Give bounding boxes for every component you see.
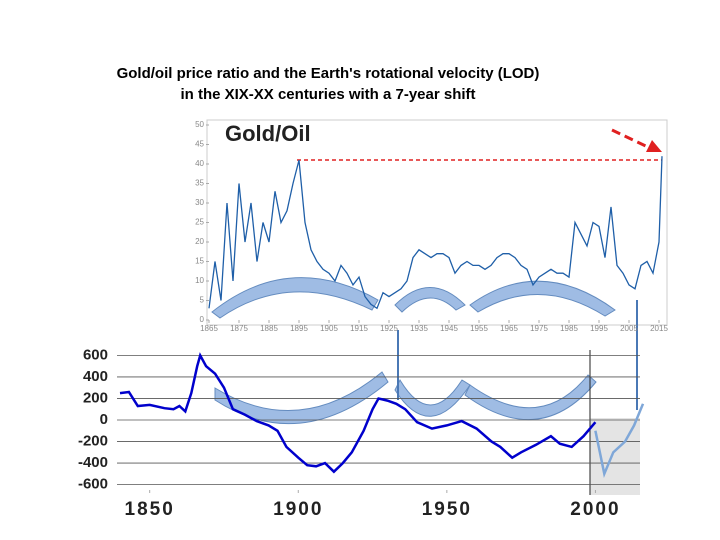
y-tick-label: 600 xyxy=(83,346,108,363)
x-tick-label: 1875 xyxy=(230,324,248,333)
y-tick-label: 200 xyxy=(83,389,108,406)
data-line xyxy=(594,403,645,479)
y-tick-label: 15 xyxy=(195,257,204,266)
x-tick-label: 1905 xyxy=(320,324,338,333)
x-tick-label: 1885 xyxy=(260,324,278,333)
x-tick-label: 1950 xyxy=(422,499,472,520)
arc-arrow xyxy=(469,280,616,317)
y-tick-label: 40 xyxy=(195,159,204,168)
x-tick-label: 2015 xyxy=(650,324,668,333)
x-tick-label: 1865 xyxy=(200,324,218,333)
arc-arrow xyxy=(211,277,379,319)
y-tick-label: 25 xyxy=(195,218,204,227)
x-tick-label: 1935 xyxy=(410,324,428,333)
inner-title: Gold/Oil xyxy=(225,121,311,146)
y-tick-label: 50 xyxy=(195,120,204,129)
x-tick-label: 1985 xyxy=(560,324,578,333)
red-arrow-head xyxy=(646,140,662,152)
y-tick-label: -400 xyxy=(78,454,108,471)
y-tick-label: 10 xyxy=(195,276,204,285)
x-tick-label: 1915 xyxy=(350,324,368,333)
y-tick-label: 30 xyxy=(195,198,204,207)
y-tick-label: 20 xyxy=(195,237,204,246)
arc-arrow xyxy=(394,287,466,313)
data-line xyxy=(119,352,597,474)
y-tick-label: 400 xyxy=(83,368,108,385)
x-tick-label: 2005 xyxy=(620,324,638,333)
data-line xyxy=(208,156,663,310)
x-tick-label: 2000 xyxy=(570,499,620,520)
x-tick-label: 1995 xyxy=(590,324,608,333)
x-tick-label: 1975 xyxy=(530,324,548,333)
x-tick-label: 1900 xyxy=(273,499,323,520)
red-arrow xyxy=(611,128,651,150)
x-tick-label: 1945 xyxy=(440,324,458,333)
cycle-arrows xyxy=(211,277,616,425)
x-tick-label: 1850 xyxy=(125,499,175,520)
y-tick-label: 35 xyxy=(195,179,204,188)
y-tick-label: 45 xyxy=(195,140,204,149)
y-tick-label: 0 xyxy=(100,411,108,428)
x-tick-label: 1925 xyxy=(380,324,398,333)
y-tick-label: -600 xyxy=(78,476,108,493)
y-tick-label: 0 xyxy=(200,315,205,324)
arc-arrow xyxy=(214,371,389,425)
title-line: Gold/oil price ratio and the Earth's rot… xyxy=(117,65,540,82)
title-line: in the XIX-XX centuries with a 7-year sh… xyxy=(180,86,475,103)
arc-arrow xyxy=(464,374,597,421)
y-tick-label: 5 xyxy=(200,296,205,305)
x-tick-label: 1965 xyxy=(500,324,518,333)
y-tick-label: -200 xyxy=(78,433,108,450)
x-tick-label: 1955 xyxy=(470,324,488,333)
x-tick-label: 1895 xyxy=(290,324,308,333)
